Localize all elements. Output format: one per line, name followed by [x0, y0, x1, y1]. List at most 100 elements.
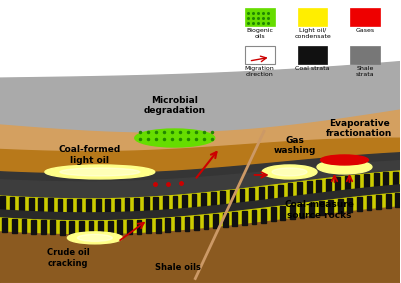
- Bar: [50, 220, 55, 234]
- Ellipse shape: [272, 168, 307, 176]
- Bar: [354, 175, 359, 189]
- Bar: [221, 191, 225, 205]
- FancyBboxPatch shape: [350, 46, 381, 64]
- Text: Microbial
degradation: Microbial degradation: [144, 96, 206, 115]
- Polygon shape: [0, 161, 400, 199]
- Bar: [57, 199, 62, 213]
- Bar: [268, 186, 273, 200]
- Bar: [163, 196, 168, 210]
- Bar: [383, 172, 388, 186]
- Ellipse shape: [320, 155, 369, 165]
- Bar: [137, 220, 142, 234]
- Bar: [223, 213, 228, 227]
- Bar: [364, 174, 369, 188]
- Bar: [89, 221, 93, 235]
- Bar: [144, 198, 149, 211]
- Bar: [67, 199, 72, 213]
- Text: Migration
direction: Migration direction: [245, 66, 274, 77]
- Bar: [96, 199, 101, 213]
- Polygon shape: [0, 207, 400, 283]
- Ellipse shape: [45, 165, 155, 179]
- Bar: [309, 203, 314, 216]
- FancyBboxPatch shape: [245, 46, 275, 64]
- Bar: [367, 196, 371, 210]
- Text: Evaporative
fractionation: Evaporative fractionation: [326, 119, 393, 138]
- Text: Coal-measure
source rocks: Coal-measure source rocks: [285, 200, 354, 220]
- Polygon shape: [0, 193, 400, 235]
- Bar: [249, 188, 254, 202]
- Bar: [175, 217, 180, 231]
- Polygon shape: [0, 171, 400, 213]
- Bar: [41, 220, 46, 234]
- Bar: [192, 194, 196, 208]
- Polygon shape: [0, 62, 400, 133]
- Bar: [184, 217, 189, 231]
- Ellipse shape: [262, 165, 317, 179]
- Bar: [31, 220, 36, 233]
- Text: Coal-formed
light oil: Coal-formed light oil: [59, 145, 121, 165]
- FancyBboxPatch shape: [350, 8, 381, 26]
- Bar: [374, 173, 379, 187]
- Polygon shape: [0, 110, 400, 152]
- Bar: [357, 197, 362, 211]
- Bar: [194, 216, 199, 230]
- Bar: [300, 204, 304, 218]
- Bar: [19, 197, 24, 211]
- Text: Shale
strata: Shale strata: [356, 66, 375, 77]
- Bar: [22, 219, 26, 233]
- Bar: [146, 219, 151, 233]
- Bar: [338, 199, 343, 213]
- FancyBboxPatch shape: [298, 46, 328, 64]
- Bar: [156, 219, 160, 233]
- Bar: [105, 199, 110, 213]
- Bar: [347, 198, 352, 212]
- Text: Light oil/
condensate: Light oil/ condensate: [294, 28, 331, 39]
- Bar: [69, 221, 74, 235]
- Bar: [319, 201, 324, 215]
- Bar: [79, 221, 84, 235]
- Polygon shape: [0, 0, 400, 78]
- Bar: [271, 207, 275, 221]
- Bar: [29, 198, 34, 211]
- Bar: [230, 190, 235, 204]
- Bar: [165, 218, 170, 232]
- Bar: [10, 196, 14, 211]
- Bar: [127, 220, 132, 234]
- Bar: [395, 193, 400, 207]
- Ellipse shape: [77, 234, 112, 241]
- Bar: [242, 211, 247, 225]
- Bar: [108, 221, 113, 235]
- Bar: [115, 199, 120, 213]
- Polygon shape: [0, 138, 400, 174]
- Bar: [211, 192, 216, 206]
- Bar: [316, 180, 321, 194]
- Ellipse shape: [67, 232, 122, 244]
- Bar: [134, 198, 139, 212]
- Bar: [345, 176, 350, 190]
- Bar: [326, 179, 331, 192]
- Polygon shape: [0, 153, 400, 182]
- Bar: [280, 206, 285, 220]
- Bar: [2, 218, 7, 232]
- Bar: [261, 209, 266, 222]
- Bar: [182, 195, 187, 209]
- Text: Crude oil
cracking: Crude oil cracking: [47, 248, 89, 267]
- FancyBboxPatch shape: [245, 8, 275, 26]
- Bar: [240, 189, 245, 203]
- Bar: [386, 194, 391, 208]
- Text: Coal strata: Coal strata: [295, 66, 330, 71]
- Bar: [201, 193, 206, 207]
- Bar: [117, 220, 122, 234]
- Ellipse shape: [135, 129, 215, 147]
- Bar: [38, 198, 43, 212]
- Bar: [278, 185, 283, 198]
- Bar: [290, 205, 295, 219]
- Bar: [204, 215, 209, 229]
- Bar: [259, 187, 263, 201]
- Bar: [125, 198, 130, 212]
- Bar: [307, 181, 312, 195]
- Bar: [48, 198, 53, 212]
- Bar: [288, 183, 292, 197]
- Bar: [251, 210, 256, 224]
- Bar: [77, 199, 81, 213]
